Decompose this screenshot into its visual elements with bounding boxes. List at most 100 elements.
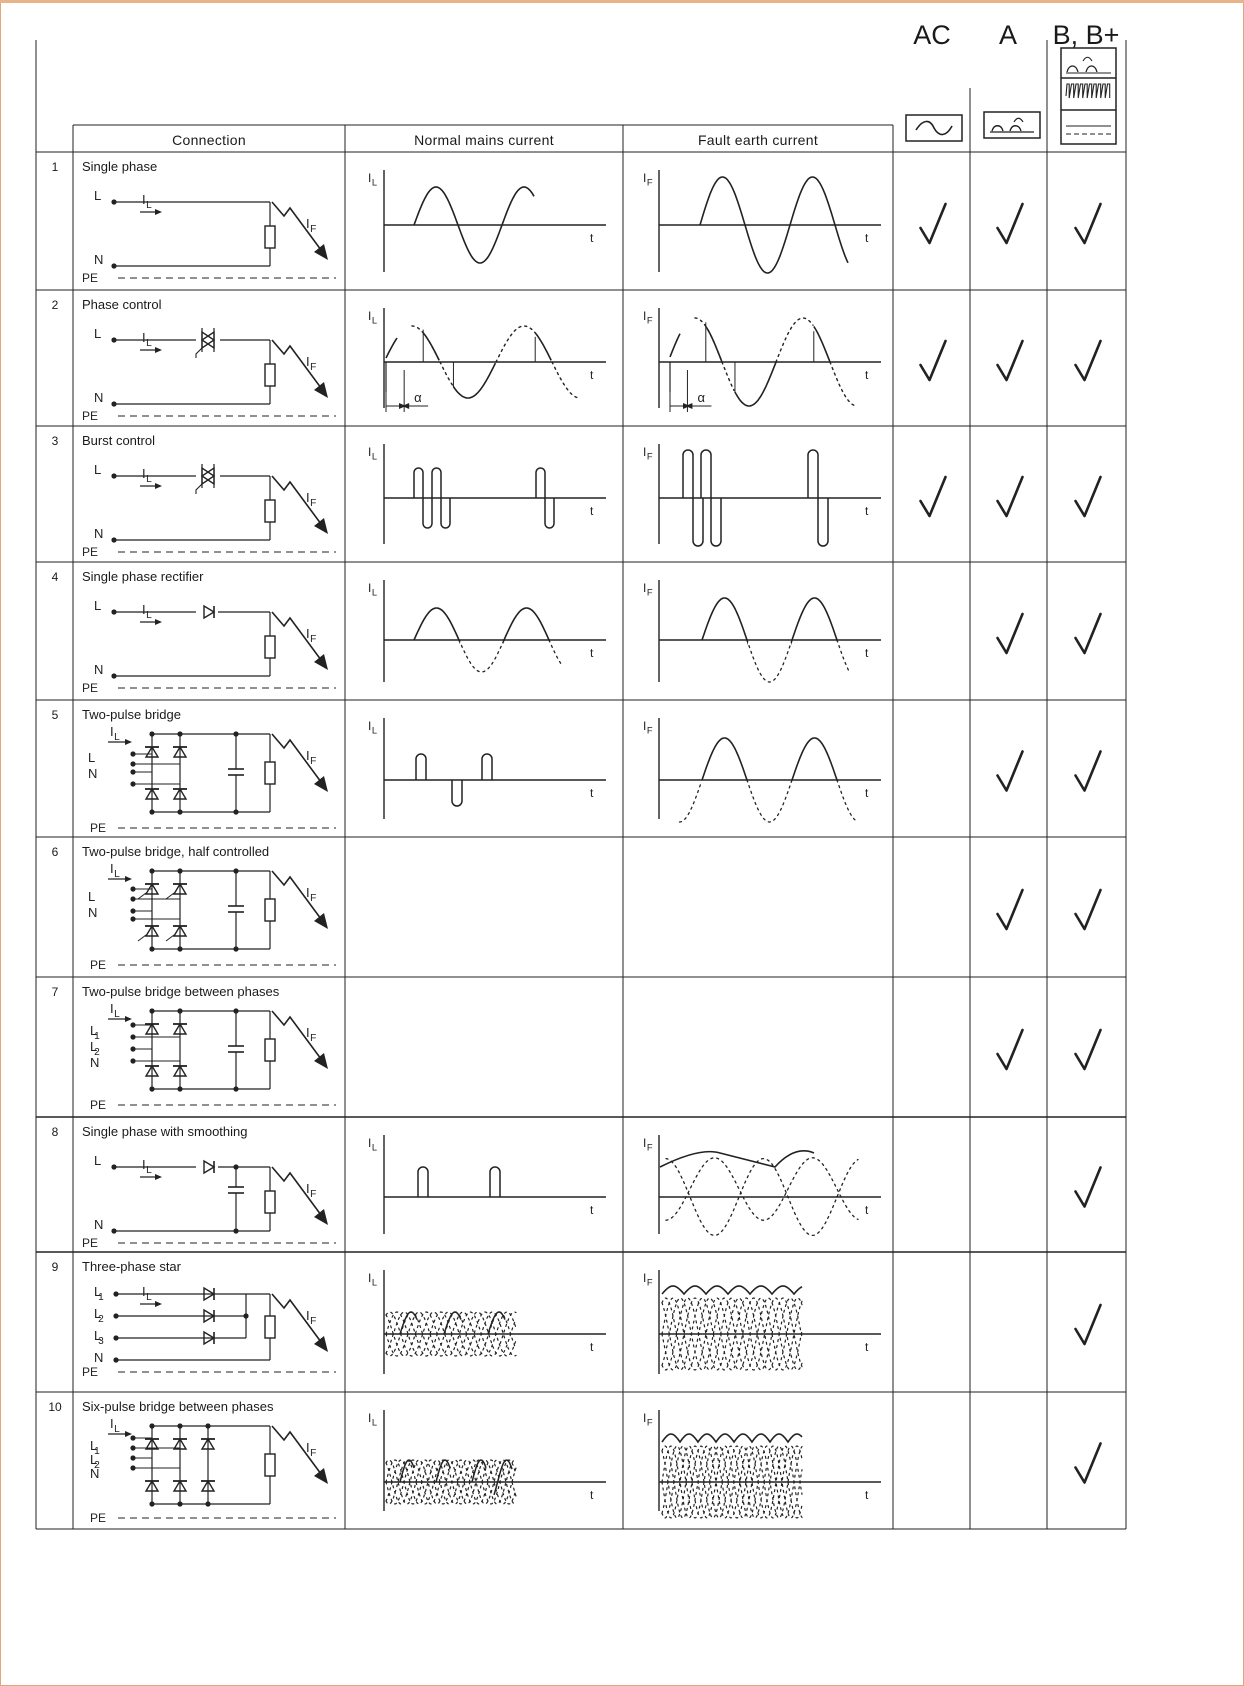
il-label-main: I <box>142 1284 146 1299</box>
checkmark-icon <box>996 339 1024 382</box>
checkmark-icon <box>996 1028 1024 1071</box>
line-label-n: N <box>94 390 103 405</box>
row-title: Two-pulse bridge, half controlled <box>82 844 270 859</box>
row-title: Six-pulse bridge between phases <box>82 1399 274 1414</box>
if-axis-label-main: I <box>643 1136 646 1150</box>
if-axis-label-sub: F <box>647 588 653 598</box>
il-label-main: I <box>142 192 146 207</box>
line-label-n: N <box>94 662 103 677</box>
normal-current-waveform: I Lt <box>368 1410 606 1511</box>
checkmark-icon <box>1074 888 1102 931</box>
il-axis-label-sub: L <box>372 1278 377 1288</box>
row-number: 3 <box>51 434 59 448</box>
row-number: 5 <box>51 708 59 722</box>
normal-current-waveform: I Lt <box>368 170 606 272</box>
if-label-main: I <box>306 354 310 369</box>
fault-current-waveform: I Ft <box>643 1270 881 1374</box>
line-label-l: L <box>94 598 101 613</box>
line-label-sub: 3 <box>98 1336 104 1347</box>
line-label: L1 <box>90 1023 100 1042</box>
ac-waveform-icon <box>905 114 963 142</box>
type-header-b: B, B+ <box>1052 20 1120 50</box>
row-title: Single phase rectifier <box>82 569 204 584</box>
line-label-sub: 2 <box>98 1314 104 1325</box>
if-label-sub: F <box>310 1316 316 1327</box>
page-top-accent <box>0 0 1244 3</box>
row-title: Single phase with smoothing <box>82 1124 248 1139</box>
checkmark-icon <box>1074 612 1102 655</box>
checkmark-icon <box>996 888 1024 931</box>
line-label-main: L <box>94 1306 101 1321</box>
t-axis-label: t <box>865 231 869 245</box>
il-axis-label-sub: L <box>372 1418 377 1428</box>
line-label-main: L <box>94 1328 101 1343</box>
line-label-n: N <box>94 1217 103 1232</box>
il-label-sub: L <box>114 732 120 743</box>
if-axis-label-main: I <box>643 1271 646 1285</box>
checkmark-icon <box>1074 1166 1102 1208</box>
line-label: L3 <box>94 1328 104 1347</box>
line-label: L <box>88 889 95 904</box>
pe-label: PE <box>82 1236 98 1250</box>
line-label-l: L <box>94 188 101 203</box>
column-header-fault-current: Fault earth current <box>697 132 819 148</box>
il-label-sub: L <box>114 1009 120 1020</box>
t-axis-label: t <box>590 368 594 382</box>
normal-current-waveform: I Lt <box>368 1270 606 1374</box>
row-title: Two-pulse bridge <box>82 707 181 722</box>
line-label-sub: 1 <box>94 1031 100 1042</box>
line-label-n: N <box>94 1350 103 1365</box>
pe-label: PE <box>82 271 98 285</box>
row-number: 10 <box>48 1400 62 1414</box>
line-label-n: N <box>94 526 103 541</box>
line-label: L2 <box>90 1039 100 1058</box>
if-label-main: I <box>306 490 310 505</box>
row-number: 6 <box>51 845 59 859</box>
il-label-sub: L <box>146 610 152 621</box>
il-label-main: I <box>142 1157 146 1172</box>
if-label-sub: F <box>310 362 316 373</box>
il-axis-label-main: I <box>368 581 371 595</box>
il-label-main: I <box>142 602 146 617</box>
line-label: L <box>88 750 95 765</box>
line-label: L1 <box>94 1284 104 1303</box>
if-label-sub: F <box>310 224 316 235</box>
il-label-sub: L <box>114 1424 120 1435</box>
t-axis-label: t <box>865 646 869 660</box>
normal-current-waveform: I Ltα <box>368 308 606 412</box>
il-axis-label-sub: L <box>372 1143 377 1153</box>
checkmark-icon <box>996 202 1024 245</box>
if-label-sub: F <box>310 893 316 904</box>
il-label-main: I <box>142 466 146 481</box>
il-label-main: I <box>110 1416 114 1431</box>
if-axis-label-sub: F <box>647 1418 653 1428</box>
checkmark-icon <box>1074 1303 1102 1346</box>
il-label-sub: L <box>146 1292 152 1303</box>
if-label-main: I <box>306 748 310 763</box>
if-label-sub: F <box>310 1189 316 1200</box>
pe-label: PE <box>90 1511 106 1525</box>
if-label-sub: F <box>310 756 316 767</box>
